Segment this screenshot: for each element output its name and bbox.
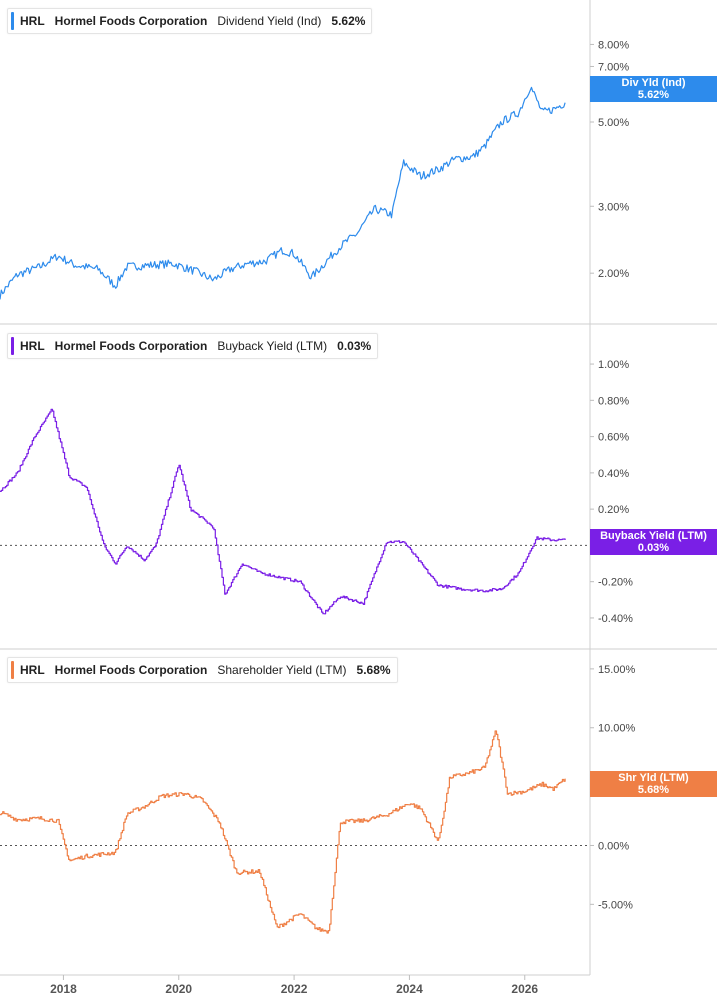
- tag-value: 0.03%: [637, 542, 670, 554]
- series-line-1: [0, 408, 566, 615]
- x-tick-label: 2018: [50, 982, 77, 996]
- tag-label: Shr Yld (LTM): [618, 772, 689, 784]
- legend-metric: Shareholder Yield (LTM): [217, 663, 347, 677]
- legend-ticker: HRL: [20, 663, 45, 677]
- y-tick-label: 0.00%: [598, 840, 629, 852]
- y-tick-label: 15.00%: [598, 664, 636, 676]
- y-tick-label: 5.00%: [598, 117, 629, 129]
- legend-company: Hormel Foods Corporation: [54, 663, 208, 677]
- y-tick-label: 0.80%: [598, 395, 629, 407]
- legend-metric: Buyback Yield (LTM): [217, 339, 328, 353]
- y-tick-label: 8.00%: [598, 39, 629, 51]
- x-tick-label: 2022: [281, 982, 308, 996]
- tag-value: 5.68%: [637, 784, 670, 796]
- legend-color-bar: [11, 661, 14, 679]
- legend-color-bar: [11, 337, 14, 355]
- legend-value: 5.62%: [331, 14, 366, 28]
- legend-buyback: HRL Hormel Foods Corporation Buyback Yie…: [7, 333, 379, 359]
- tag-label: Buyback Yield (LTM): [600, 530, 707, 542]
- legend-shareholder: HRL Hormel Foods Corporation Shareholder…: [7, 657, 398, 683]
- series-line-2: [0, 730, 566, 934]
- legend-company: Hormel Foods Corporation: [54, 14, 208, 28]
- series-line-0: [0, 86, 566, 300]
- legend-ticker: HRL: [20, 14, 45, 28]
- x-tick-label: 2026: [511, 982, 538, 996]
- y-tick-label: 0.20%: [598, 504, 629, 516]
- legend-company: Hormel Foods Corporation: [54, 339, 208, 353]
- legend-metric: Dividend Yield (Ind): [217, 14, 322, 28]
- y-tick-label: -5.00%: [598, 899, 633, 911]
- tag-label: Div Yld (Ind): [621, 77, 686, 89]
- x-tick-label: 2020: [165, 982, 192, 996]
- legend-value: 5.68%: [356, 663, 391, 677]
- y-tick-label: -0.20%: [598, 577, 633, 589]
- tag-value: 5.62%: [637, 89, 670, 101]
- last-value-tag-shareholder: Shr Yld (LTM) 5.68%: [590, 771, 717, 797]
- legend-color-bar: [11, 12, 14, 30]
- last-value-tag-buyback: Buyback Yield (LTM) 0.03%: [590, 529, 717, 555]
- legend-ticker: HRL: [20, 339, 45, 353]
- x-tick-label: 2024: [396, 982, 423, 996]
- y-tick-label: 7.00%: [598, 61, 629, 73]
- y-tick-label: 3.00%: [598, 201, 629, 213]
- y-tick-label: -0.40%: [598, 613, 633, 625]
- y-tick-label: 0.40%: [598, 468, 629, 480]
- legend-value: 0.03%: [337, 339, 372, 353]
- last-value-tag-dividend: Div Yld (Ind) 5.62%: [590, 76, 717, 102]
- y-tick-label: 0.60%: [598, 432, 629, 444]
- y-tick-label: 1.00%: [598, 359, 629, 371]
- y-tick-label: 10.00%: [598, 723, 636, 735]
- y-tick-label: 2.00%: [598, 268, 629, 280]
- legend-dividend: HRL Hormel Foods Corporation Dividend Yi…: [7, 8, 373, 34]
